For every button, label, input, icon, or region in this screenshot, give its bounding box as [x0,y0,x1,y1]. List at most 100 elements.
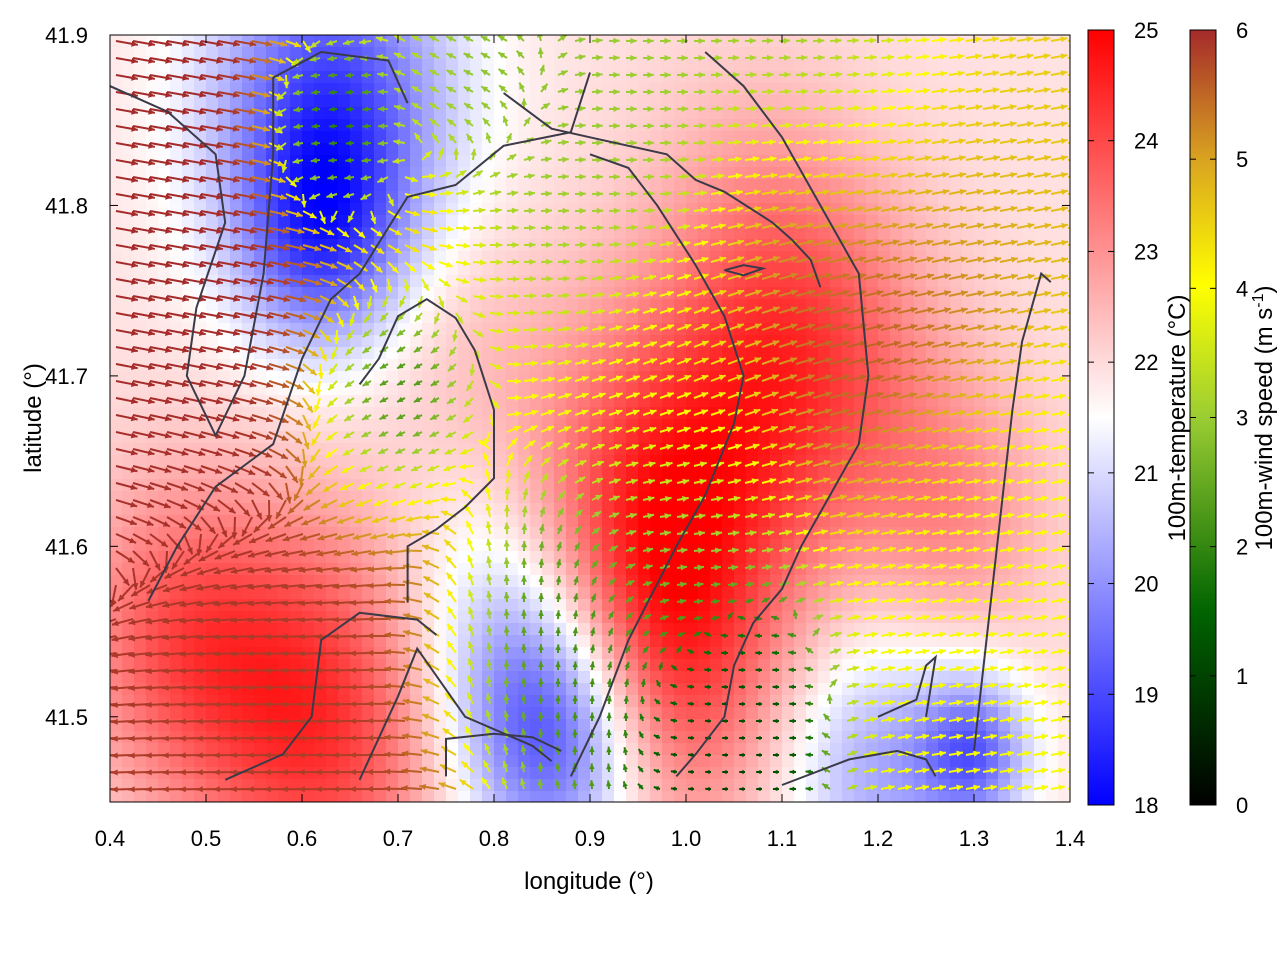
heatmap-cell [878,179,891,192]
heatmap-cell [206,215,219,228]
heatmap-cell [386,479,399,492]
heatmap-cell [878,671,891,684]
heatmap-cell [686,467,699,480]
heatmap-cell [782,611,795,624]
heatmap-cell [698,227,711,240]
heatmap-cell [350,35,363,48]
heatmap-cell [494,491,507,504]
heatmap-cell [494,83,507,96]
heatmap-cell [386,119,399,132]
heatmap-cell [590,635,603,648]
heatmap-cell [206,587,219,600]
heatmap-cell [1022,443,1035,456]
heatmap-cell [938,431,951,444]
heatmap-cell [434,215,447,228]
heatmap-cell [314,335,327,348]
heatmap-cell [434,275,447,288]
heatmap-cell [434,347,447,360]
heatmap-cell [782,695,795,708]
heatmap-cell [602,635,615,648]
heatmap-cell [542,623,555,636]
heatmap-cell [470,695,483,708]
heatmap-cell [734,431,747,444]
heatmap-cell [542,263,555,276]
heatmap-cell [1022,707,1035,720]
temperature-heatmap [110,35,1070,802]
heatmap-cell [938,719,951,732]
heatmap-cell [422,83,435,96]
heatmap-cell [422,719,435,732]
heatmap-cell [494,455,507,468]
heatmap-cell [410,419,423,432]
heatmap-cell [602,299,615,312]
heatmap-cell [314,623,327,636]
heatmap-cell [206,299,219,312]
heatmap-cell [374,791,387,802]
heatmap-cell [470,443,483,456]
heatmap-cell [290,611,303,624]
heatmap-cell [110,791,123,802]
heatmap-cell [230,299,243,312]
heatmap-cell [578,587,591,600]
heatmap-cell [542,479,555,492]
heatmap-cell [386,227,399,240]
heatmap-cell [146,455,159,468]
heatmap-cell [374,131,387,144]
heatmap-cell [194,251,207,264]
heatmap-cell [890,671,903,684]
heatmap-cell [326,707,339,720]
heatmap-cell [914,467,927,480]
heatmap-cell [686,695,699,708]
heatmap-cell [818,347,831,360]
heatmap-cell [218,623,231,636]
heatmap-cell [734,71,747,84]
heatmap-cell [650,779,663,792]
heatmap-cell [758,179,771,192]
heatmap-cell [350,695,363,708]
heatmap-cell [578,539,591,552]
heatmap-cell [470,731,483,744]
heatmap-cell [182,623,195,636]
heatmap-cell [506,71,519,84]
heatmap-cell [314,191,327,204]
heatmap-cell [662,179,675,192]
heatmap-cell [410,743,423,756]
heatmap-cell [710,671,723,684]
heatmap-cell [818,707,831,720]
heatmap-cell [434,731,447,744]
heatmap-cell [842,551,855,564]
heatmap-cell [458,359,471,372]
heatmap-cell [674,143,687,156]
heatmap-cell [842,59,855,72]
heatmap-cell [614,587,627,600]
heatmap-cell [626,551,639,564]
heatmap-cell [146,167,159,180]
heatmap-cell [710,659,723,672]
heatmap-cell [410,287,423,300]
heatmap-cell [242,419,255,432]
heatmap-cell [794,71,807,84]
heatmap-cell [170,743,183,756]
heatmap-cell [146,419,159,432]
heatmap-cell [374,383,387,396]
heatmap-cell [338,323,351,336]
heatmap-cell [938,587,951,600]
heatmap-cell [806,143,819,156]
heatmap-cell [446,215,459,228]
heatmap-cell [578,647,591,660]
heatmap-cell [410,335,423,348]
heatmap-cell [674,635,687,648]
heatmap-cell [614,467,627,480]
heatmap-cell [110,743,123,756]
heatmap-cell [494,71,507,84]
heatmap-cell [338,707,351,720]
heatmap-cell [242,83,255,96]
heatmap-cell [638,287,651,300]
heatmap-cell [686,71,699,84]
heatmap-cell [506,299,519,312]
heatmap-cell [374,215,387,228]
heatmap-cell [710,155,723,168]
heatmap-cell [566,491,579,504]
heatmap-cell [374,767,387,780]
heatmap-cell [554,215,567,228]
